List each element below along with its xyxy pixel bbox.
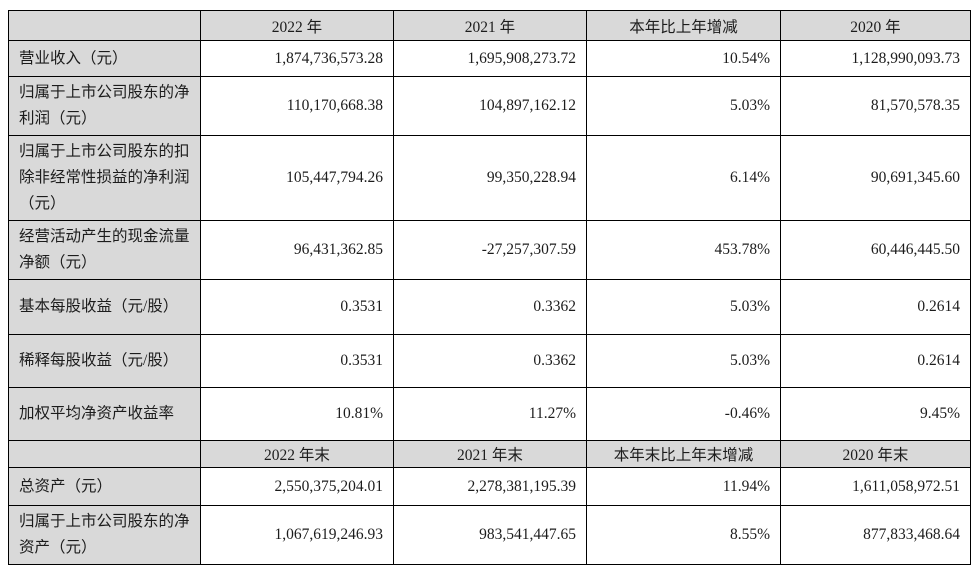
value-cell: 8.55%: [586, 505, 781, 565]
column-header-2021: 2021 年: [393, 10, 587, 41]
value-cell: 10.81%: [200, 387, 394, 441]
row-label-cell: 经营活动产生的现金流量净额（元）: [8, 220, 201, 280]
table-row-net-profit: 归属于上市公司股东的净利润（元） 110,170,668.38 104,897,…: [8, 76, 971, 136]
column-header-2022-yearend: 2022 年末: [200, 440, 394, 468]
value-cell: 5.03%: [586, 279, 781, 335]
key-financials-table: 2022 年 2021 年 本年比上年增减 2020 年 营业收入（元） 1,8…: [8, 10, 971, 565]
value-cell: 6.14%: [586, 135, 781, 221]
column-header-yearend-change: 本年末比上年末增减: [586, 440, 781, 468]
value-cell: 104,897,162.12: [393, 76, 587, 136]
table-row-net-assets: 归属于上市公司股东的净资产（元） 1,067,619,246.93 983,54…: [8, 505, 971, 565]
row-label-cell: 营业收入（元）: [8, 40, 201, 77]
value-cell: 10.54%: [586, 40, 781, 77]
value-cell: 99,350,228.94: [393, 135, 587, 221]
value-cell: 2,278,381,195.39: [393, 467, 587, 506]
column-header-2021-yearend: 2021 年末: [393, 440, 587, 468]
table-row-diluted-eps: 稀释每股收益（元/股） 0.3531 0.3362 5.03% 0.2614: [8, 334, 971, 388]
value-cell: 5.03%: [586, 76, 781, 136]
corner-cell: [8, 10, 201, 41]
value-cell: 0.3362: [393, 334, 587, 388]
value-cell: 877,833,468.64: [780, 505, 971, 565]
row-label-cell: 归属于上市公司股东的净利润（元）: [8, 76, 201, 136]
value-cell: 1,695,908,273.72: [393, 40, 587, 77]
row-label-cell: 归属于上市公司股东的净资产（元）: [8, 505, 201, 565]
value-cell: 0.3362: [393, 279, 587, 335]
value-cell: 1,128,990,093.73: [780, 40, 971, 77]
value-cell: 11.94%: [586, 467, 781, 506]
value-cell: 110,170,668.38: [200, 76, 394, 136]
value-cell: 81,570,578.35: [780, 76, 971, 136]
value-cell: 2,550,375,204.01: [200, 467, 394, 506]
value-cell: 105,447,794.26: [200, 135, 394, 221]
row-label-cell: 总资产（元）: [8, 467, 201, 506]
value-cell: -27,257,307.59: [393, 220, 587, 280]
corner-cell: [8, 440, 201, 468]
period-header-row: 2022 年 2021 年 本年比上年增减 2020 年: [8, 10, 971, 41]
table-row-weighted-average-roe: 加权平均净资产收益率 10.81% 11.27% -0.46% 9.45%: [8, 387, 971, 441]
value-cell: 11.27%: [393, 387, 587, 441]
column-header-yoy-change: 本年比上年增减: [586, 10, 781, 41]
column-header-2020-yearend: 2020 年末: [780, 440, 971, 468]
table-row-total-assets: 总资产（元） 2,550,375,204.01 2,278,381,195.39…: [8, 467, 971, 506]
value-cell: 60,446,445.50: [780, 220, 971, 280]
value-cell: 0.2614: [780, 279, 971, 335]
value-cell: -0.46%: [586, 387, 781, 441]
column-header-2020: 2020 年: [780, 10, 971, 41]
value-cell: 1,874,736,573.28: [200, 40, 394, 77]
value-cell: 983,541,447.65: [393, 505, 587, 565]
value-cell: 1,067,619,246.93: [200, 505, 394, 565]
table-row-net-profit-excl-nonrecurring: 归属于上市公司股东的扣除非经常性损益的净利润（元） 105,447,794.26…: [8, 135, 971, 221]
value-cell: 1,611,058,972.51: [780, 467, 971, 506]
value-cell: 90,691,345.60: [780, 135, 971, 221]
value-cell: 453.78%: [586, 220, 781, 280]
value-cell: 0.2614: [780, 334, 971, 388]
value-cell: 5.03%: [586, 334, 781, 388]
value-cell: 0.3531: [200, 334, 394, 388]
value-cell: 0.3531: [200, 279, 394, 335]
row-label-cell: 稀释每股收益（元/股）: [8, 334, 201, 388]
value-cell: 9.45%: [780, 387, 971, 441]
value-cell: 96,431,362.85: [200, 220, 394, 280]
row-label-cell: 归属于上市公司股东的扣除非经常性损益的净利润（元）: [8, 135, 201, 221]
table-row-operating-revenue: 营业收入（元） 1,874,736,573.28 1,695,908,273.7…: [8, 40, 971, 77]
row-label-cell: 基本每股收益（元/股）: [8, 279, 201, 335]
row-label-cell: 加权平均净资产收益率: [8, 387, 201, 441]
column-header-2022: 2022 年: [200, 10, 394, 41]
yearend-header-row: 2022 年末 2021 年末 本年末比上年末增减 2020 年末: [8, 440, 971, 468]
table-row-basic-eps: 基本每股收益（元/股） 0.3531 0.3362 5.03% 0.2614: [8, 279, 971, 335]
table-row-operating-cash-flow: 经营活动产生的现金流量净额（元） 96,431,362.85 -27,257,3…: [8, 220, 971, 280]
